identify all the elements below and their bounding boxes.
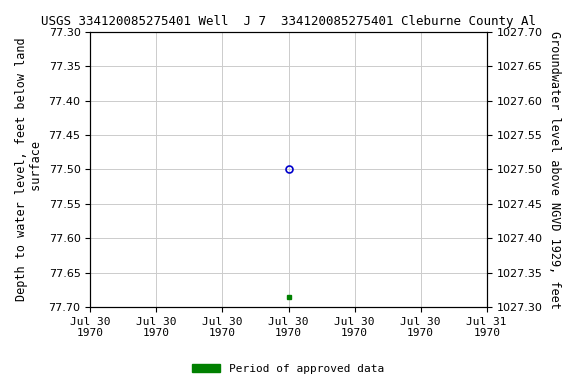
- Y-axis label: Depth to water level, feet below land
 surface: Depth to water level, feet below land su…: [15, 38, 43, 301]
- Legend: Period of approved data: Period of approved data: [188, 359, 388, 379]
- Title: USGS 334120085275401 Well  J 7  334120085275401 Cleburne County Al: USGS 334120085275401 Well J 7 3341200852…: [41, 15, 536, 28]
- Y-axis label: Groundwater level above NGVD 1929, feet: Groundwater level above NGVD 1929, feet: [548, 30, 561, 308]
